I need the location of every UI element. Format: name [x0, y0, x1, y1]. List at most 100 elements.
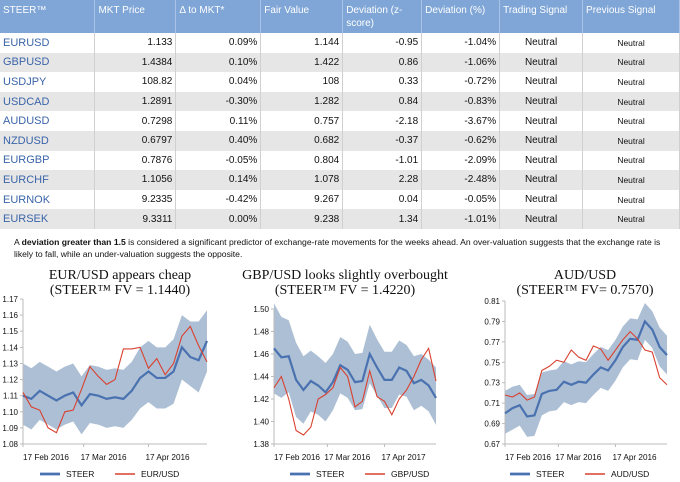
y-tick-label: 1.50 [253, 305, 269, 314]
x-tick-label: 17 Feb 2016 [505, 453, 551, 462]
delta-to-mkt-cell: 0.40% [175, 130, 262, 151]
trading-signal-cell: Neutral [499, 130, 584, 151]
legend-label: STEER [66, 469, 94, 479]
y-tick-label: 1.38 [253, 440, 269, 449]
pair-cell[interactable]: EURNOK [0, 189, 96, 210]
x-tick-label: 17 Feb 2016 [274, 453, 320, 462]
column-header: Trading Signal [499, 0, 584, 33]
column-header: STEER™ [0, 0, 96, 33]
y-tick-label: 0.81 [484, 297, 500, 306]
fair-value-band [274, 303, 436, 425]
deviation-pct-cell: -2.48% [421, 170, 501, 190]
fair-value-cell: 0.757 [260, 111, 344, 131]
pair-cell[interactable]: EURSEK [0, 209, 96, 229]
mkt-price-cell: 1.2891 [94, 91, 177, 112]
previous-signal-cell: Neutral [582, 33, 680, 53]
x-tick-label: 17 Apr 2016 [145, 453, 190, 462]
chart-subtitle: (STEER™ FV= 0.7570) [516, 283, 654, 298]
y-tick-label: 0.73 [484, 379, 500, 388]
column-header: Deviation (z-score) [342, 0, 423, 33]
series-line-aud-usd [504, 330, 668, 401]
y-tick-label: 0.77 [484, 338, 500, 347]
deviation-pct-cell: -1.01% [421, 209, 501, 229]
deviation-pct-cell: -1.04% [421, 33, 501, 53]
pair-cell[interactable]: EURGBP [0, 150, 96, 171]
fair-value-cell: 0.804 [260, 150, 344, 171]
y-tick-label: 0.71 [484, 399, 500, 408]
chart-title: EUR/USD appears cheap [48, 268, 192, 283]
table-row: GBPUSD 1.4384 0.10% 1.422 0.86 -1.06% Neutral N… [0, 52, 680, 73]
legend-label: STEER [536, 469, 564, 479]
mkt-price-cell: 1.133 [94, 33, 177, 53]
y-tick-label: 0.69 [484, 420, 500, 429]
table-row: EURGBP 0.7876 -0.05% 0.804 -1.01 -2.09% Neutra… [0, 150, 680, 171]
chart-subtitle: (STEER™ FV = 1.4220) [274, 283, 416, 298]
previous-signal-cell: Neutral [582, 72, 680, 92]
deviation-pct-cell: -2.09% [421, 150, 501, 171]
y-tick-label: 1.10 [2, 408, 18, 417]
fair-value-cell: 1.078 [260, 170, 344, 190]
column-header: MKT Price [94, 0, 177, 33]
y-tick-label: 1.15 [2, 327, 18, 336]
pair-cell[interactable]: EURUSD [0, 33, 96, 53]
column-header: Previous Signal [582, 0, 680, 33]
y-tick-label: 1.42 [253, 395, 269, 404]
y-tick-label: 1.48 [253, 328, 269, 337]
y-tick-label: 1.16 [2, 311, 18, 320]
delta-to-mkt-cell: 0.10% [175, 52, 262, 73]
column-header: Fair Value [260, 0, 344, 33]
fair-value-cell: 1.282 [260, 91, 344, 112]
series-line-steer [273, 347, 437, 399]
delta-to-mkt-cell: -0.05% [175, 150, 262, 171]
delta-to-mkt-cell: 0.04% [175, 72, 262, 92]
y-tick-label: 0.67 [484, 440, 500, 449]
fair-value-cell: 108 [260, 72, 344, 92]
fair-value-cell: 1.422 [260, 52, 344, 73]
y-tick-label: 1.11 [3, 392, 19, 401]
deviation-z-cell: -0.95 [342, 33, 423, 53]
delta-to-mkt-cell: 0.11% [175, 111, 262, 131]
table-row: AUDUSD 0.7298 0.11% 0.757 -2.18 -3.67% Neutral… [0, 111, 680, 131]
series-line-steer [504, 319, 668, 418]
x-tick-label: 17 Feb 2016 [23, 453, 69, 462]
pair-cell[interactable]: USDJPY [0, 72, 96, 92]
deviation-pct-cell: -0.83% [421, 91, 501, 112]
x-tick-label: 17 Mar 2016 [324, 453, 370, 462]
trading-signal-cell: Neutral [499, 33, 584, 53]
y-tick-label: 0.79 [484, 317, 500, 326]
pair-cell[interactable]: USDCAD [0, 91, 96, 112]
pair-cell[interactable]: EURCHF [0, 170, 96, 190]
previous-signal-cell: Neutral [582, 130, 680, 151]
legend-label: STEER [316, 469, 344, 479]
fair-value-band [23, 310, 207, 435]
column-header: Deviation (%) [421, 0, 501, 33]
trading-signal-cell: Neutral [499, 209, 584, 229]
pair-cell[interactable]: GBPUSD [0, 52, 96, 73]
pair-cell[interactable]: NZDUSD [0, 130, 96, 151]
trading-signal-cell: Neutral [499, 91, 584, 112]
mkt-price-cell: 9.2335 [94, 189, 177, 210]
trading-signal-cell: Neutral [499, 52, 584, 73]
trading-signal-cell: Neutral [499, 111, 584, 131]
series-line-eur-usd [22, 325, 208, 434]
steer-table: STEER™ MKT Price Δ to MKT* Fair Value Deviat… [0, 0, 680, 229]
series-line-steer [22, 340, 209, 408]
table-header: STEER™ MKT Price Δ to MKT* Fair Value Deviat… [0, 0, 680, 33]
deviation-note: A deviation greater than 1.5 is consider… [14, 236, 674, 260]
pair-cell[interactable]: AUDUSD [0, 111, 96, 131]
delta-to-mkt-cell: -0.30% [175, 91, 262, 112]
y-tick-label: 1.13 [2, 359, 18, 368]
legend-label: EUR/USD [141, 469, 179, 479]
chart-aud-title: AUD/USD (STEER™ FV= 0.7570) [495, 268, 675, 298]
table-row: NZDUSD 0.6797 0.40% 0.682 -0.37 -0.62% Neutral… [0, 130, 680, 151]
trading-signal-cell: Neutral [499, 170, 584, 190]
y-tick-label: 1.09 [2, 424, 18, 433]
y-tick-label: 1.17 [2, 295, 18, 304]
y-tick-label: 1.40 [253, 418, 269, 427]
previous-signal-cell: Neutral [582, 111, 680, 131]
deviation-z-cell: 0.84 [342, 91, 423, 112]
chart-gbp-title: GBP/USD looks slightly overbought (STEER™… [240, 268, 450, 298]
deviation-pct-cell: -0.72% [421, 72, 501, 92]
trading-signal-cell: Neutral [499, 150, 584, 171]
table-row: USDCAD 1.2891 -0.30% 1.282 0.84 -0.83% Neutral… [0, 91, 680, 112]
